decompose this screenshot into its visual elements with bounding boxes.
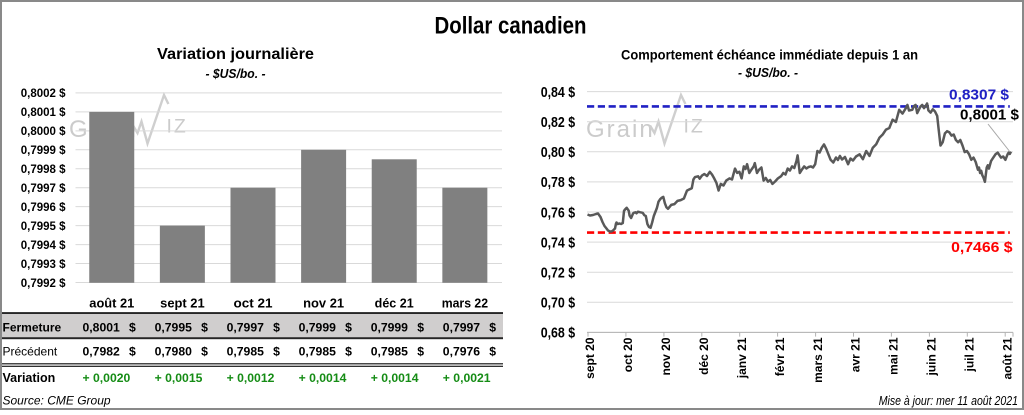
svg-text:Variation journalière: Variation journalière: [157, 46, 314, 63]
svg-text:mai 21: mai 21: [887, 337, 901, 375]
svg-text:0,7996 $: 0,7996 $: [21, 202, 66, 214]
svg-text:+ 0,0020: + 0,0020: [83, 371, 131, 385]
svg-text:Précédent: Précédent: [3, 345, 58, 359]
svg-text:avr 21: avr 21: [849, 337, 863, 372]
svg-text:0,7985: 0,7985: [371, 345, 408, 359]
svg-text:$: $: [417, 320, 424, 334]
svg-text:+ 0,0014: + 0,0014: [299, 371, 347, 385]
svg-text:0,7995 $: 0,7995 $: [21, 221, 66, 233]
svg-text:Mise à jour: mer 11 août 2021: Mise à jour: mer 11 août 2021: [879, 393, 1018, 408]
svg-text:sept 20: sept 20: [583, 337, 597, 379]
svg-text:0,8001 $: 0,8001 $: [960, 108, 1019, 124]
svg-text:$: $: [129, 345, 136, 359]
svg-text:+ 0,0012: + 0,0012: [227, 371, 275, 385]
svg-text:+ 0,0015: + 0,0015: [155, 371, 203, 385]
svg-text:mars 21: mars 21: [811, 337, 825, 383]
svg-text:0,7997 $: 0,7997 $: [21, 183, 66, 195]
svg-text:+ 0,0014: + 0,0014: [371, 371, 419, 385]
svg-text:0,7994 $: 0,7994 $: [21, 240, 66, 252]
svg-text:$: $: [417, 345, 424, 359]
svg-text:0,76 $: 0,76 $: [541, 205, 576, 221]
svg-text:- $US/bo. -: - $US/bo. -: [206, 66, 266, 81]
svg-text:0,7998 $: 0,7998 $: [21, 164, 66, 176]
svg-text:Source: CME Group: Source: CME Group: [3, 394, 111, 408]
svg-text:juin 21: juin 21: [925, 337, 939, 376]
svg-text:0,80 $: 0,80 $: [541, 145, 576, 161]
svg-text:déc 20: déc 20: [697, 337, 711, 375]
svg-text:0,68 $: 0,68 $: [541, 326, 576, 342]
svg-text:0,7985: 0,7985: [299, 345, 336, 359]
svg-text:$: $: [345, 320, 352, 334]
svg-text:janv 21: janv 21: [735, 337, 749, 379]
svg-text:0,7985: 0,7985: [227, 345, 264, 359]
svg-text:0,74 $: 0,74 $: [541, 235, 576, 251]
svg-text:0,72 $: 0,72 $: [541, 266, 576, 282]
svg-text:+ 0,0021: + 0,0021: [443, 371, 491, 385]
svg-text:0,7993 $: 0,7993 $: [21, 259, 66, 271]
svg-text:- $US/bo. -: - $US/bo. -: [738, 65, 798, 80]
svg-text:0,7997: 0,7997: [227, 320, 264, 334]
svg-text:$: $: [489, 345, 496, 359]
svg-text:0,7995: 0,7995: [155, 320, 192, 334]
svg-text:$: $: [273, 345, 280, 359]
svg-text:sept 21: sept 21: [160, 297, 205, 311]
svg-text:0,8001: 0,8001: [83, 320, 120, 334]
svg-text:nov 20: nov 20: [659, 337, 673, 375]
svg-text:$: $: [129, 320, 136, 334]
svg-text:févr 21: févr 21: [773, 337, 787, 376]
svg-text:0,78 $: 0,78 $: [541, 175, 576, 191]
svg-text:0,7999 $: 0,7999 $: [21, 145, 66, 157]
svg-text:0,8307 $: 0,8307 $: [949, 87, 1009, 103]
svg-text:Fermeture: Fermeture: [3, 320, 62, 334]
svg-text:juil 21: juil 21: [963, 337, 977, 372]
svg-text:Variation: Variation: [3, 371, 56, 385]
svg-text:$: $: [201, 320, 208, 334]
svg-text:Comportement échéance immédiat: Comportement échéance immédiate depuis 1…: [621, 47, 918, 63]
svg-text:0,7980: 0,7980: [155, 345, 192, 359]
svg-text:0,82 $: 0,82 $: [541, 115, 576, 131]
svg-text:0,7976: 0,7976: [443, 345, 480, 359]
svg-text:oct 20: oct 20: [621, 337, 635, 372]
svg-text:$: $: [489, 320, 496, 334]
svg-text:$: $: [345, 345, 352, 359]
svg-text:0,7997: 0,7997: [443, 320, 480, 334]
svg-text:IZ: IZ: [167, 116, 188, 138]
svg-text:0,84 $: 0,84 $: [541, 85, 576, 101]
svg-text:août 21: août 21: [89, 297, 134, 311]
svg-text:0,7992 $: 0,7992 $: [21, 278, 66, 290]
svg-text:0,7999: 0,7999: [371, 320, 408, 334]
svg-text:$: $: [201, 345, 208, 359]
svg-text:Grain: Grain: [586, 116, 655, 143]
svg-text:0,7466 $: 0,7466 $: [951, 239, 1013, 256]
svg-text:0,7982: 0,7982: [83, 345, 120, 359]
svg-text:IZ: IZ: [684, 116, 705, 138]
svg-text:nov 21: nov 21: [303, 297, 344, 311]
svg-text:déc 21: déc 21: [375, 297, 414, 311]
svg-text:0,8000 $: 0,8000 $: [21, 126, 66, 138]
svg-text:mars 22: mars 22: [442, 297, 488, 311]
svg-text:0,70 $: 0,70 $: [541, 296, 576, 312]
svg-text:Dollar canadien: Dollar canadien: [435, 13, 587, 40]
svg-text:0,8002 $: 0,8002 $: [21, 88, 66, 100]
svg-text:0,7999: 0,7999: [299, 320, 336, 334]
svg-text:0,8001 $: 0,8001 $: [21, 107, 66, 119]
svg-text:$: $: [273, 320, 280, 334]
svg-text:oct 21: oct 21: [234, 297, 273, 311]
svg-text:août 21: août 21: [1000, 337, 1014, 379]
